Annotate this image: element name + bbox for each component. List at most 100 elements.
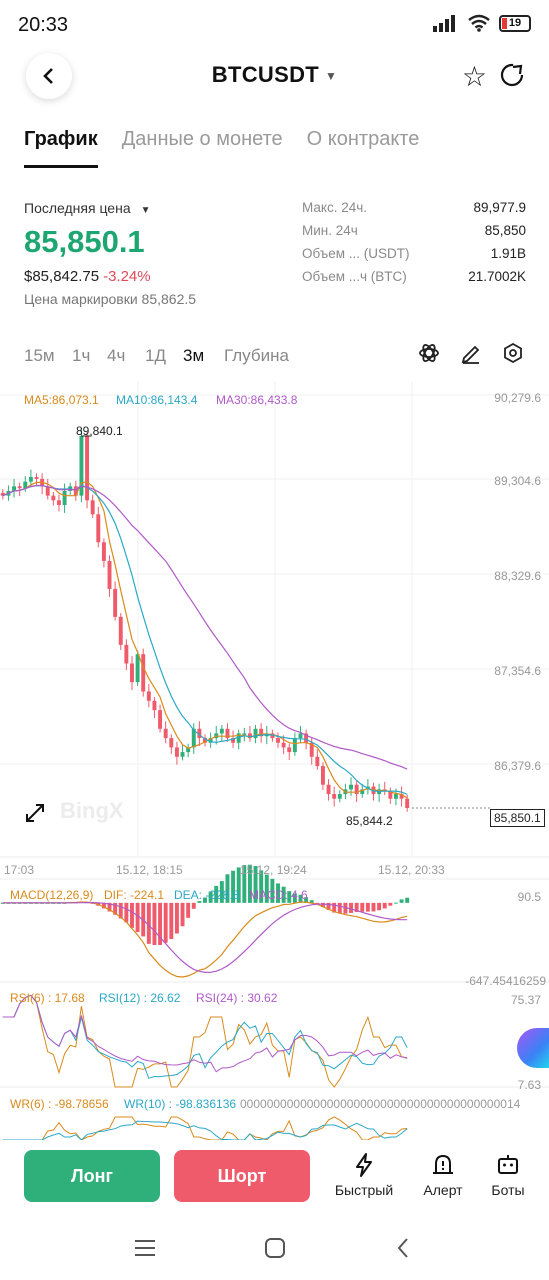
macd-histogram-bar <box>326 902 331 910</box>
ma10-line <box>2 484 408 795</box>
stat-key: Объем ...ч (BTC) <box>302 269 407 284</box>
tab-coin-data[interactable]: Данные о монете <box>121 128 283 150</box>
battery-level: 19 <box>508 16 522 29</box>
pair-selector[interactable]: BTCUSDT ▼ <box>0 62 549 88</box>
rsi-axis-top: 75.37 <box>510 993 541 1007</box>
wr6-label: WR(6) : -98.78656 <box>10 1097 109 1111</box>
candle-body <box>130 663 134 683</box>
chart-area[interactable]: MA5:86,073.1 MA10:86,143.4 MA30:86,433.8… <box>0 382 549 1142</box>
stat-row: Объем ... (USDT) 1.91B <box>302 246 526 261</box>
macd-histogram-bar <box>174 902 179 934</box>
ma30-label: MA30:86,433.8 <box>216 393 298 407</box>
macd-histogram-bar <box>231 870 236 903</box>
timeframe-bar: 15м 1ч 4ч 1Д 3м Глубина <box>24 340 524 372</box>
candle-body <box>349 784 353 790</box>
candle-body <box>231 738 236 743</box>
macd-histogram-bar <box>107 902 112 912</box>
candle-body <box>270 733 275 739</box>
watermark-logo: BingX <box>60 798 124 823</box>
timeframe-15m[interactable]: 15м <box>24 346 55 365</box>
candle-body <box>236 733 241 743</box>
candle-body <box>326 784 331 795</box>
back-button[interactable] <box>26 53 72 99</box>
candle-body <box>17 486 22 489</box>
status-bar: 20:33 19 <box>0 0 549 50</box>
macd-histogram-bar <box>163 902 168 943</box>
candle-body <box>113 588 118 617</box>
candlestick-chart[interactable] <box>0 382 549 1142</box>
timeframe-3m[interactable]: 3м <box>183 346 205 365</box>
price-axis-label: 86,379.6 <box>494 759 541 773</box>
macd-histogram-bar <box>393 902 398 904</box>
home-icon[interactable] <box>264 1237 286 1259</box>
macd-histogram-bar <box>349 902 353 913</box>
tab-chart[interactable]: График <box>24 128 98 168</box>
macd-histogram-bar <box>388 902 393 906</box>
macd-legend: MACD(12,26,9) <box>10 888 94 902</box>
candle-body <box>0 492 5 496</box>
stat-row: Мин. 24ч 85,850 <box>302 223 526 238</box>
candle-body <box>96 514 101 543</box>
macd-dea: DEA: -228.8 <box>174 888 240 902</box>
macd-histogram-bar <box>332 902 337 913</box>
bots-button[interactable]: Боты <box>473 1152 543 1198</box>
assistant-blob-icon[interactable] <box>517 1028 549 1068</box>
macd-histogram-bar <box>191 902 196 909</box>
macd-histogram-bar <box>135 902 140 932</box>
macd-histogram-bar <box>113 902 118 915</box>
settings-gear-icon[interactable] <box>502 342 524 364</box>
macd-histogram-bar <box>219 881 224 903</box>
macd-histogram-bar <box>203 897 207 903</box>
candle-body <box>45 486 50 496</box>
macd-histogram-bar <box>180 902 185 927</box>
indicators-icon[interactable] <box>418 342 440 364</box>
price-axis-label: 87,354.6 <box>494 664 541 678</box>
battery-icon: 19 <box>499 14 531 32</box>
macd-histogram-bar <box>377 902 382 911</box>
trade-action-bar: Лонг Шорт Быстрый Алерт Боты <box>0 1140 549 1216</box>
macd-histogram-bar <box>304 897 309 903</box>
quick-trade-button[interactable]: Быстрый <box>329 1152 399 1198</box>
candle-body <box>393 794 398 799</box>
pair-title: BTCUSDT <box>211 62 319 87</box>
macd-histogram-bar <box>247 864 252 903</box>
long-button[interactable]: Лонг <box>24 1150 160 1202</box>
candle-body <box>180 752 185 757</box>
short-button[interactable]: Шорт <box>174 1150 310 1202</box>
macd-histogram-bar <box>371 902 376 912</box>
macd-histogram-bar <box>197 901 202 903</box>
fullscreen-expand-icon[interactable] <box>24 802 46 824</box>
favorite-star-icon[interactable]: ☆ <box>461 61 487 92</box>
timeframe-4h[interactable]: 4ч <box>107 346 126 365</box>
timeframe-1h[interactable]: 1ч <box>72 346 91 365</box>
share-icon[interactable] <box>499 62 525 88</box>
stat-value: 21.7002K <box>468 269 526 284</box>
time-axis-label: 17:03 <box>4 863 35 877</box>
macd-histogram-bar <box>354 902 359 912</box>
candle-body <box>242 733 247 735</box>
candle-body <box>405 798 410 809</box>
recent-apps-icon[interactable] <box>134 1238 156 1258</box>
price-axis-label: 90,279.6 <box>494 391 541 405</box>
macd-histogram-bar <box>399 899 404 903</box>
candle-body <box>152 700 157 711</box>
alert-label: Алерт <box>423 1182 463 1198</box>
time-axis-label: 15.12, 19:24 <box>240 863 307 877</box>
candle-body <box>292 738 297 753</box>
tab-contract[interactable]: О контракте <box>306 128 420 150</box>
lightning-icon <box>356 1153 372 1177</box>
price-summary: Последняя цена ▼ 85,850.1 $85,842.75 -3.24… <box>24 200 526 320</box>
alert-button[interactable]: Алерт <box>408 1152 478 1198</box>
candle-body <box>304 733 309 743</box>
candle-body <box>62 490 67 505</box>
timeframe-depth[interactable]: Глубина <box>224 346 289 365</box>
macd-histogram-bar <box>287 891 292 903</box>
macd-histogram-bar <box>146 902 151 944</box>
nav-back-icon[interactable] <box>396 1237 410 1259</box>
last-price-selector[interactable]: Последняя цена ▼ <box>24 200 524 216</box>
bot-icon <box>498 1155 518 1174</box>
draw-pencil-icon[interactable] <box>460 342 482 364</box>
macd-histogram-bar <box>337 902 342 914</box>
timeframe-1d[interactable]: 1Д <box>145 346 166 365</box>
usd-price: $85,842.75 <box>24 268 100 285</box>
